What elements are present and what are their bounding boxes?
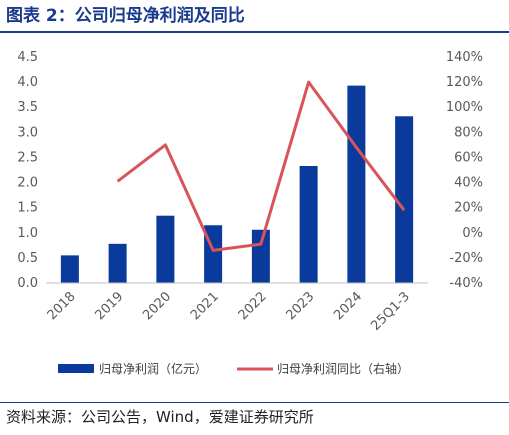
y-left-tick-label: 3.0 [17,125,38,140]
y-left-tick-label: 2.5 [17,150,38,165]
y-right-tick-label: -40% [449,276,483,291]
y-left-tick-label: 4.5 [17,50,38,65]
y-right-tick-label: 40% [454,176,483,191]
legend-line-label: 归母净利润同比（右轴） [277,361,409,376]
y-left-tick-label: 1.0 [17,226,38,241]
bar [251,229,270,283]
y-left-tick-label: 0.0 [17,276,38,291]
chart: 0.0 0.5 1.0 1.5 2.0 2.5 3.0 3.5 4.0 4.5 -40% -20% 0… [17,50,483,376]
bar-series [60,85,414,283]
y-right-tick-label: 140% [446,50,483,65]
y-right-tick-label: 0% [462,226,483,241]
x-axis: 2018 2019 2020 2021 2022 2023 2024 25Q1-3 [45,289,413,334]
y-left-tick-label: 0.5 [17,251,38,266]
y-left-tick-label: 4.0 [17,75,38,90]
bar [395,116,414,283]
bar [299,165,318,283]
legend-bar-label: 归母净利润（亿元） [99,361,207,376]
bar [108,243,127,283]
y-left-tick-label: 2.0 [17,176,38,191]
y-left-axis: 0.0 0.5 1.0 1.5 2.0 2.5 3.0 3.5 4.0 4.5 [17,50,38,291]
legend: 归母净利润（亿元） 归母净利润同比（右轴） [58,361,409,376]
x-tick-label: 2024 [331,289,365,323]
x-tick-label: 25Q1-3 [368,289,413,334]
y-right-tick-label: 60% [454,150,483,165]
x-tick-label: 2023 [283,289,317,323]
bar [156,215,175,283]
bar [60,255,79,283]
x-tick-label: 2018 [45,289,79,323]
y-right-axis: -40% -20% 0% 20% 40% 60% 80% 100% 120% 140% [446,50,483,291]
y-right-tick-label: -20% [449,251,483,266]
y-right-tick-label: 120% [446,75,483,90]
x-tick-label: 2019 [92,289,126,323]
y-right-tick-label: 80% [454,125,483,140]
y-right-tick-label: 100% [446,100,483,115]
source-divider [0,402,509,403]
x-tick-label: 2020 [140,289,174,323]
y-left-tick-label: 1.5 [17,201,38,216]
source-note: 资料来源：公司公告，Wind，爱建证券研究所 [6,408,314,426]
x-tick-label: 2022 [236,289,270,323]
legend-bar-swatch [58,364,94,373]
bar [347,85,366,283]
y-left-tick-label: 3.5 [17,100,38,115]
x-tick-label: 2021 [188,289,222,323]
chart-title: 图表 2：公司归母净利润及同比 [6,6,245,26]
line-series [116,80,406,252]
y-right-tick-label: 20% [454,201,483,216]
title-divider [0,31,509,33]
